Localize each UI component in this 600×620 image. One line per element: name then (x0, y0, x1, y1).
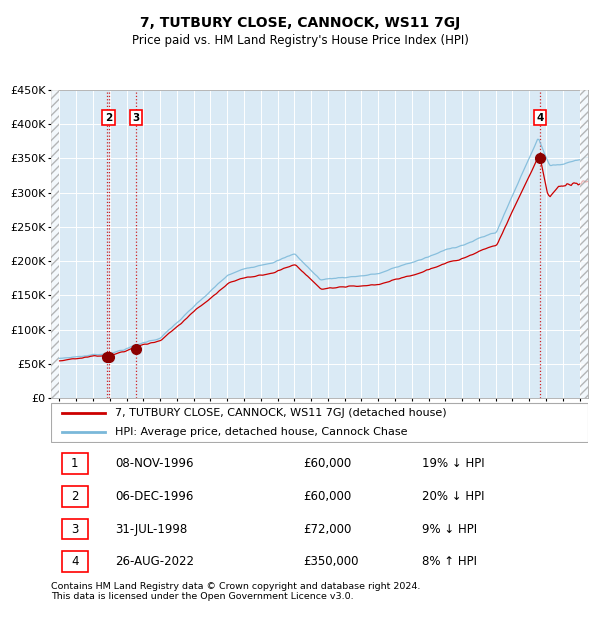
Text: 2: 2 (105, 113, 112, 123)
FancyBboxPatch shape (62, 453, 88, 474)
Text: 8% ↑ HPI: 8% ↑ HPI (422, 555, 476, 568)
FancyBboxPatch shape (62, 486, 88, 507)
Text: 3: 3 (71, 523, 79, 536)
Text: Contains HM Land Registry data © Crown copyright and database right 2024.
This d: Contains HM Land Registry data © Crown c… (51, 582, 421, 601)
Text: HPI: Average price, detached house, Cannock Chase: HPI: Average price, detached house, Cann… (115, 428, 408, 438)
Text: 9% ↓ HPI: 9% ↓ HPI (422, 523, 476, 536)
Text: 26-AUG-2022: 26-AUG-2022 (115, 555, 194, 568)
FancyBboxPatch shape (51, 402, 588, 443)
Text: £72,000: £72,000 (304, 523, 352, 536)
Text: 31-JUL-1998: 31-JUL-1998 (115, 523, 188, 536)
Text: 4: 4 (536, 113, 544, 123)
Text: 20% ↓ HPI: 20% ↓ HPI (422, 490, 484, 503)
Text: Price paid vs. HM Land Registry's House Price Index (HPI): Price paid vs. HM Land Registry's House … (131, 34, 469, 47)
Text: 19% ↓ HPI: 19% ↓ HPI (422, 458, 484, 471)
Text: 06-DEC-1996: 06-DEC-1996 (115, 490, 194, 503)
Bar (580, 90, 588, 398)
Text: 3: 3 (133, 113, 140, 123)
FancyBboxPatch shape (62, 551, 88, 572)
Text: 7, TUTBURY CLOSE, CANNOCK, WS11 7GJ: 7, TUTBURY CLOSE, CANNOCK, WS11 7GJ (140, 16, 460, 30)
Bar (51, 90, 59, 398)
Text: 2: 2 (71, 490, 79, 503)
Text: £60,000: £60,000 (304, 490, 352, 503)
Text: £60,000: £60,000 (304, 458, 352, 471)
Text: 1: 1 (71, 458, 79, 471)
Text: 7, TUTBURY CLOSE, CANNOCK, WS11 7GJ (detached house): 7, TUTBURY CLOSE, CANNOCK, WS11 7GJ (det… (115, 407, 447, 417)
FancyBboxPatch shape (62, 518, 88, 539)
Text: £350,000: £350,000 (304, 555, 359, 568)
Text: 08-NOV-1996: 08-NOV-1996 (115, 458, 194, 471)
Text: 4: 4 (71, 555, 79, 568)
